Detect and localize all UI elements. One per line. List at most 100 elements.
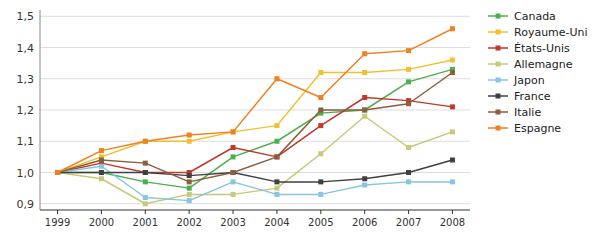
legend-marker bbox=[496, 30, 501, 35]
point bbox=[231, 170, 236, 175]
x-tick-label: 2008 bbox=[440, 217, 465, 228]
grid bbox=[40, 16, 470, 204]
point bbox=[406, 48, 411, 53]
point bbox=[143, 201, 148, 206]
legend-label: Canada bbox=[514, 10, 556, 23]
x-axis-line bbox=[40, 210, 470, 211]
point bbox=[318, 192, 323, 197]
x-tick-label: 2006 bbox=[352, 217, 377, 228]
point bbox=[274, 123, 279, 128]
point bbox=[450, 158, 455, 163]
point bbox=[99, 148, 104, 153]
point bbox=[187, 133, 192, 138]
point bbox=[362, 51, 367, 56]
series-line bbox=[58, 73, 453, 182]
point bbox=[274, 179, 279, 184]
x-tick bbox=[408, 210, 409, 214]
point bbox=[187, 192, 192, 197]
series-line bbox=[58, 160, 453, 182]
legend-label: États-Unis bbox=[514, 42, 570, 55]
series-line bbox=[58, 29, 453, 173]
legend: Canada Royaume-Uni États-Unis Allemagne Japo… bbox=[488, 10, 588, 135]
legend-label: Allemagne bbox=[514, 58, 573, 71]
point bbox=[143, 139, 148, 144]
point bbox=[318, 95, 323, 100]
x-tick-label: 2002 bbox=[176, 217, 201, 228]
legend-marker bbox=[496, 110, 501, 115]
point bbox=[274, 192, 279, 197]
point bbox=[318, 179, 323, 184]
grid-line bbox=[40, 110, 470, 111]
y-tick-label: 1,3 bbox=[17, 73, 35, 86]
x-tick bbox=[364, 210, 365, 214]
x-tick bbox=[57, 210, 58, 214]
point bbox=[55, 170, 60, 175]
x-tick bbox=[320, 210, 321, 214]
point bbox=[143, 139, 148, 144]
point bbox=[231, 129, 236, 134]
point bbox=[362, 70, 367, 75]
legend-marker bbox=[496, 62, 501, 67]
point bbox=[55, 170, 60, 175]
y-tick-label: 1,4 bbox=[17, 42, 35, 55]
x-tick bbox=[101, 210, 102, 214]
point bbox=[274, 186, 279, 191]
legend-marker bbox=[496, 126, 501, 131]
point bbox=[99, 176, 104, 181]
point bbox=[318, 108, 323, 113]
grid-line bbox=[40, 78, 470, 79]
grid-line bbox=[40, 203, 470, 204]
legend-marker bbox=[496, 46, 501, 51]
point bbox=[143, 170, 148, 175]
y-tick-label: 0,9 bbox=[17, 198, 35, 211]
point bbox=[362, 183, 367, 188]
point bbox=[274, 76, 279, 81]
grid-line bbox=[40, 47, 470, 48]
x-tick-label: 2005 bbox=[308, 217, 333, 228]
legend-label: Royaume-Uni bbox=[514, 26, 588, 39]
point bbox=[318, 151, 323, 156]
x-tick-label: 2001 bbox=[133, 217, 158, 228]
point bbox=[450, 179, 455, 184]
x-tick-label: 2007 bbox=[396, 217, 421, 228]
x-tick bbox=[276, 210, 277, 214]
point bbox=[55, 170, 60, 175]
point bbox=[143, 195, 148, 200]
point bbox=[362, 108, 367, 113]
point bbox=[187, 179, 192, 184]
point bbox=[406, 145, 411, 150]
point bbox=[362, 176, 367, 181]
point bbox=[318, 70, 323, 75]
series-line bbox=[58, 166, 453, 200]
legend-marker bbox=[496, 78, 501, 83]
point bbox=[450, 129, 455, 134]
point bbox=[450, 26, 455, 31]
point bbox=[231, 154, 236, 159]
point bbox=[231, 129, 236, 134]
x-tick bbox=[145, 210, 146, 214]
legend-label: Japon bbox=[513, 74, 545, 87]
y-tick-label: 1,1 bbox=[17, 135, 35, 148]
point bbox=[231, 179, 236, 184]
legend-label: Italie bbox=[514, 106, 541, 119]
point bbox=[143, 161, 148, 166]
point bbox=[450, 58, 455, 63]
point bbox=[362, 108, 367, 113]
point bbox=[274, 154, 279, 159]
point bbox=[55, 170, 60, 175]
y-tick-label: 1,2 bbox=[17, 104, 35, 117]
legend-marker bbox=[496, 14, 501, 19]
legend-marker bbox=[496, 94, 501, 99]
point bbox=[362, 95, 367, 100]
point bbox=[231, 145, 236, 150]
x-tick-label: 2004 bbox=[264, 217, 289, 228]
point bbox=[187, 198, 192, 203]
x-tick bbox=[233, 210, 234, 214]
point bbox=[231, 192, 236, 197]
point bbox=[55, 170, 60, 175]
point bbox=[231, 170, 236, 175]
point bbox=[55, 170, 60, 175]
point bbox=[450, 104, 455, 109]
point bbox=[99, 158, 104, 163]
point bbox=[187, 139, 192, 144]
